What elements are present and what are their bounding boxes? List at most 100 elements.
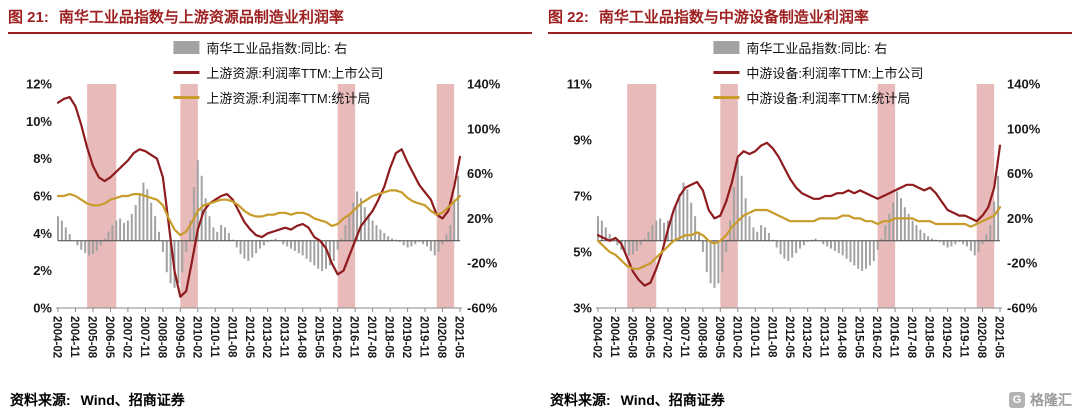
line-series [56,189,462,237]
bar [682,182,685,241]
bar [927,236,930,241]
highlight-band [436,84,455,308]
y-axis-left-tick-label: 4% [33,226,52,241]
bar [865,240,867,269]
bar [647,231,650,241]
chart-panel-right: 图 22: 南华工业品指数与中游设备制造业利润率 南华工业品指数:同比: 右中游设… [540,0,1080,416]
x-axis-tick-label: 2007-02 [120,316,132,358]
panel-title: 图 22: 南华工业品指数与中游设备制造业利润率 [548,6,1072,34]
bar [103,238,106,241]
x-axis-tick-label: 2016-11 [888,316,900,358]
bar [161,240,164,252]
bar [410,240,413,247]
bar [305,240,308,259]
bar [740,175,743,241]
x-axis-tick-label: 2013-02 [260,316,272,358]
bar [317,240,320,269]
x-axis-tick-label: 2018-05 [383,316,395,359]
figure-title: 南华工业品指数与上游资源品制造业利润率 [58,9,344,26]
bar [387,236,390,241]
bar [931,238,933,241]
x-axis-tick-label: 2011-08 [765,316,777,358]
bar [616,240,619,246]
source-note: 资料来源: Wind、招商证券 [10,390,185,410]
bar [853,240,856,266]
bar [857,240,860,269]
bar [84,240,87,254]
bar [787,240,790,261]
bar [185,240,188,252]
bar [775,240,778,248]
bar [297,240,300,254]
x-axis-tick-label: 2016-02 [870,316,882,358]
bar [371,220,374,241]
bar [375,225,378,241]
bar [406,240,409,248]
chart-legend: 南华工业品指数:同比: 右中游设备:利润率TTM:上市公司 中游设备:利润率TTM… [713,38,923,113]
bar [705,240,708,273]
chart-legend: 南华工业品指数:同比: 右上游资源:利润率TTM:上市公司 上游资源:利润率TTM… [173,38,383,113]
x-axis-tick-label: 2009-05 [173,316,185,359]
x-axis-tick-label: 2008-08 [155,316,167,359]
bar [328,240,331,266]
bar [694,216,697,241]
bar [177,240,180,284]
bar [783,240,786,259]
bar [892,202,895,241]
bar [301,240,304,256]
bar [99,240,102,246]
y-axis-right-tick-label: 140% [467,77,501,92]
bar [810,239,813,241]
source-label: 资料来源: [10,392,71,408]
bar [966,240,968,247]
source-text: Wind、招商证券 [80,392,185,408]
legend-item: 上游资源:利润率TTM:统计局 [173,88,370,107]
bar [767,233,770,241]
bar [57,216,59,241]
x-axis-tick-label: 2006-05 [103,316,115,359]
legend-label: 南华工业品指数:同比: 右 [206,41,348,56]
bar [764,227,766,241]
bar [150,202,153,241]
bar [795,240,798,254]
bar [814,238,817,241]
y-axis-right-tick-label: 100% [467,121,501,136]
y-axis-right-tick-label: -60% [1007,301,1038,316]
x-axis-tick-label: 2015-05 [853,316,865,359]
figure-number: 图 21: [8,9,49,26]
bar [453,201,456,241]
highlight-band [877,84,896,308]
bar [270,239,273,241]
bar [880,238,883,241]
bar [826,240,829,247]
bar [325,240,327,269]
bar [841,240,844,256]
chart-canvas: 12%10%8%6%4%2%0%140%100%60%20%-20%-60%20… [26,77,501,359]
y-axis-right-tick-label: 60% [467,166,493,181]
bar [379,229,382,241]
legend-label: 上游资源:利润率TTM:统计局 [206,91,371,106]
x-axis-tick-label: 2004-02 [51,316,63,358]
bar [981,240,984,245]
y-axis-left-tick-label: 2% [33,263,52,278]
y-axis-right-tick-label: -20% [1007,256,1038,271]
bar [286,240,289,247]
legend-label: 中游设备:利润率TTM:统计局 [746,91,911,106]
bar [604,227,607,241]
bar [713,240,716,288]
bar [686,189,689,241]
bar [779,240,782,255]
bar [363,207,366,241]
x-axis-tick-label: 2004-11 [608,316,620,358]
x-axis-tick-label: 2010-11 [208,316,220,358]
x-axis-tick-label: 2021-05 [453,316,465,359]
bar [639,240,642,246]
chart-canvas: 11% 9% 7% 5% 3% 140% 100% 60% 20% -20% -60% 2004-02… [567,77,1041,359]
bar [608,234,611,241]
x-axis-tick-label: 2016-02 [330,316,342,358]
legend-item: 中游设备:利润率TTM:统计局 [713,88,910,107]
bar [344,225,347,241]
bar [309,240,312,263]
bar [367,213,370,241]
bar [123,222,125,241]
